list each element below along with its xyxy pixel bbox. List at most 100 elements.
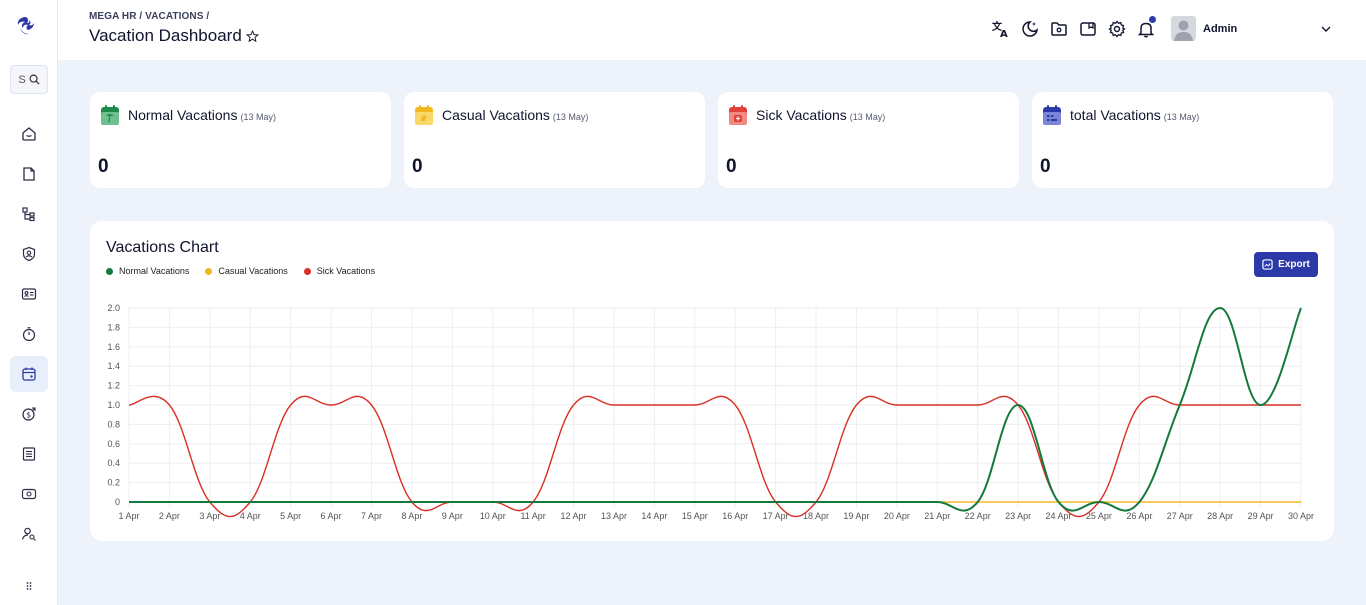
x-tick-label: 18 Apr [803,511,829,521]
search-icon [29,74,40,85]
timer-icon [22,327,36,342]
app-logo-icon[interactable] [14,14,38,38]
y-tick-label: 0.4 [107,458,120,468]
x-tick-label: 23 Apr [1005,511,1031,521]
y-tick-label: 0.2 [107,478,120,488]
sidebar-item-attendance[interactable] [10,316,48,352]
sidebar-collapse-handle[interactable] [10,568,48,604]
sidebar-item-organization[interactable] [10,196,48,232]
x-tick-label: 21 Apr [924,511,950,521]
legend-dot [106,267,113,275]
y-tick-label: 0 [115,497,120,507]
sidebar-item-payroll[interactable]: $ [10,396,48,432]
chart-legend: Normal Vacations Casual Vacations Sick V… [106,266,375,276]
notifications-button[interactable] [1136,16,1156,39]
card-date: (13 May) [240,112,276,122]
card-title: Casual Vacations (13 May) [442,107,589,123]
legend-item-normal[interactable]: Normal Vacations [106,266,189,276]
x-tick-label: 7 Apr [361,511,382,521]
x-tick-label: 3 Apr [199,511,220,521]
x-tick-label: 11 Apr [520,511,545,521]
y-tick-label: 0.6 [107,439,120,449]
contact-icon [22,246,36,262]
breadcrumb[interactable]: MEGA HR / VACATIONS / [89,11,210,22]
card-date: (13 May) [552,112,589,122]
series-line-normal-vacations[interactable] [129,306,1302,512]
card-normal-vacations: Normal Vacations (13 May) 0 [90,92,391,188]
svg-text:$: $ [26,410,31,419]
legend-label: Normal Vacations [119,266,190,276]
card-title: total Vacations (13 May) [1070,107,1200,123]
chart-title: Vacations Chart [106,239,219,256]
x-tick-label: 22 Apr [965,511,991,521]
sidebar-item-vacations[interactable] [10,356,48,392]
theme-toggle-button[interactable] [1020,19,1040,39]
card-value: 0 [1040,156,1051,177]
legend-dot [303,267,311,275]
wallet-icon [1080,22,1096,36]
files-button[interactable] [1049,19,1069,39]
sidebar-search[interactable]: S [10,65,48,94]
y-tick-label: 1.6 [107,342,120,352]
export-button[interactable]: Export [1254,252,1318,277]
sidebar-item-finance[interactable] [10,476,48,512]
y-tick-label: 1.4 [107,361,120,371]
x-tick-label: 6 Apr [321,511,342,521]
legend-item-casual[interactable]: Casual Vacations [205,266,288,276]
card-value: 0 [412,156,423,177]
x-tick-label: 9 Apr [442,511,463,521]
x-tick-label: 27 Apr [1167,511,1193,521]
x-tick-label: 15 Apr [682,511,708,521]
x-tick-label: 8 Apr [401,511,422,521]
x-tick-label: 12 Apr [561,511,587,521]
sidebar: S $ [0,0,58,605]
home-icon [22,127,36,141]
y-tick-label: 2.0 [107,303,120,313]
translate-icon: 文A [992,20,1008,40]
top-header: MEGA HR / VACATIONS / Vacation Dashboard… [58,0,1366,60]
sidebar-item-contacts[interactable] [10,236,48,272]
legend-label: Casual Vacations [218,266,288,276]
export-label: Export [1278,259,1310,270]
x-tick-label: 13 Apr [601,511,627,521]
payroll-icon: $ [22,407,36,421]
user-menu[interactable]: Admin [1171,16,1237,41]
favorite-star-icon[interactable] [245,29,259,43]
sidebar-item-documents[interactable] [10,156,48,192]
dark-mode-icon [1022,21,1039,37]
org-tree-icon [22,207,35,222]
user-avatar-icon [1174,20,1193,41]
card-value: 0 [98,156,109,177]
sidebar-item-employees[interactable] [10,276,48,312]
user-name: Admin [1203,22,1238,35]
x-tick-label: 4 Apr [240,511,261,521]
card-casual-vacations: Casual Vacations (13 May) 0 [404,92,705,188]
x-tick-label: 10 Apr [480,511,506,521]
card-title: Normal Vacations (13 May) [128,107,276,123]
chevron-down-icon[interactable] [1320,23,1332,35]
settings-icon [1108,20,1126,38]
sidebar-item-home[interactable] [10,116,48,152]
x-tick-label: 19 Apr [843,511,869,521]
x-tick-label: 16 Apr [722,511,748,521]
document-icon [23,167,35,181]
x-tick-label: 20 Apr [884,511,910,521]
sidebar-search-input[interactable]: S [18,73,26,86]
wallet-button[interactable] [1078,19,1098,39]
x-tick-label: 25 Apr [1086,511,1112,521]
settings-button[interactable] [1107,19,1127,39]
sidebar-item-user-search[interactable] [10,516,48,552]
user-search-icon [21,527,36,541]
legend-item-sick[interactable]: Sick Vacations [303,266,375,276]
beach-calendar-icon [101,105,119,125]
x-tick-label: 17 Apr [763,511,789,521]
series-line-sick-vacations[interactable] [128,395,1301,518]
sidebar-item-reports[interactable] [10,436,48,472]
y-tick-label: 1.2 [107,381,120,391]
list-icon [22,447,36,461]
x-tick-label: 1 Apr [118,511,139,521]
vacations-chart-panel: Vacations Chart Normal Vacations Casual … [90,221,1334,541]
card-title: Sick Vacations (13 May) [756,107,886,123]
